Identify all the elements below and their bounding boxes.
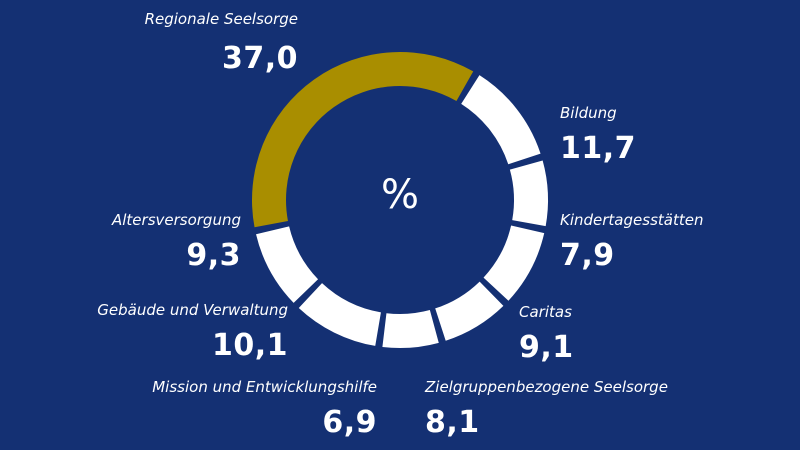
- center-unit: %: [380, 172, 419, 218]
- donut-segment-2: [509, 160, 548, 227]
- donut-segment-3: [483, 225, 545, 301]
- slice-value: 6,9: [322, 405, 377, 440]
- slice-label-altersversorgung: Altersversorgung 9,3: [112, 211, 241, 273]
- slice-label-caritas: Caritas 9,1: [519, 303, 574, 365]
- donut-segment-6: [298, 283, 381, 346]
- slice-name: Regionale Seelsorge: [144, 10, 298, 28]
- donut-segment-5: [382, 310, 439, 348]
- slice-label-gebaeude-und-verwaltung: Gebäude und Verwaltung 10,1: [97, 301, 288, 363]
- slice-label-mission-und-entwicklungshilfe: Mission und Entwicklungshilfe 6,9: [152, 378, 377, 440]
- slice-name: Bildung: [560, 104, 617, 122]
- donut-segment-1: [461, 75, 541, 165]
- slice-value: 37,0: [221, 41, 298, 76]
- slice-value: 9,3: [186, 238, 241, 273]
- slice-label-zielgruppenbezogene-seelsorge: Zielgruppenbezogene Seelsorge 8,1: [425, 378, 668, 440]
- slice-name: Altersversorgung: [111, 211, 241, 229]
- slice-value: 7,9: [560, 238, 615, 273]
- slice-value: 10,1: [211, 328, 288, 363]
- slice-name: Gebäude und Verwaltung: [97, 301, 288, 319]
- donut-segment-7: [256, 226, 319, 303]
- slice-label-regionale-seelsorge: Regionale Seelsorge 37,0: [145, 10, 298, 76]
- slice-value: 11,7: [560, 131, 637, 166]
- slice-value: 8,1: [425, 405, 480, 440]
- slice-label-bildung: Bildung 11,7: [560, 104, 636, 166]
- slice-name: Kindertagesstätten: [560, 211, 704, 229]
- slice-name: Mission und Entwicklungshilfe: [152, 378, 377, 396]
- donut-segment-4: [435, 281, 504, 341]
- slice-name: Zielgruppenbezogene Seelsorge: [425, 378, 668, 396]
- slice-label-kindertagesstaetten: Kindertagesstätten 7,9: [560, 211, 703, 273]
- donut-segment-0: [252, 52, 474, 228]
- slice-name: Caritas: [519, 303, 572, 321]
- slice-value: 9,1: [519, 330, 574, 365]
